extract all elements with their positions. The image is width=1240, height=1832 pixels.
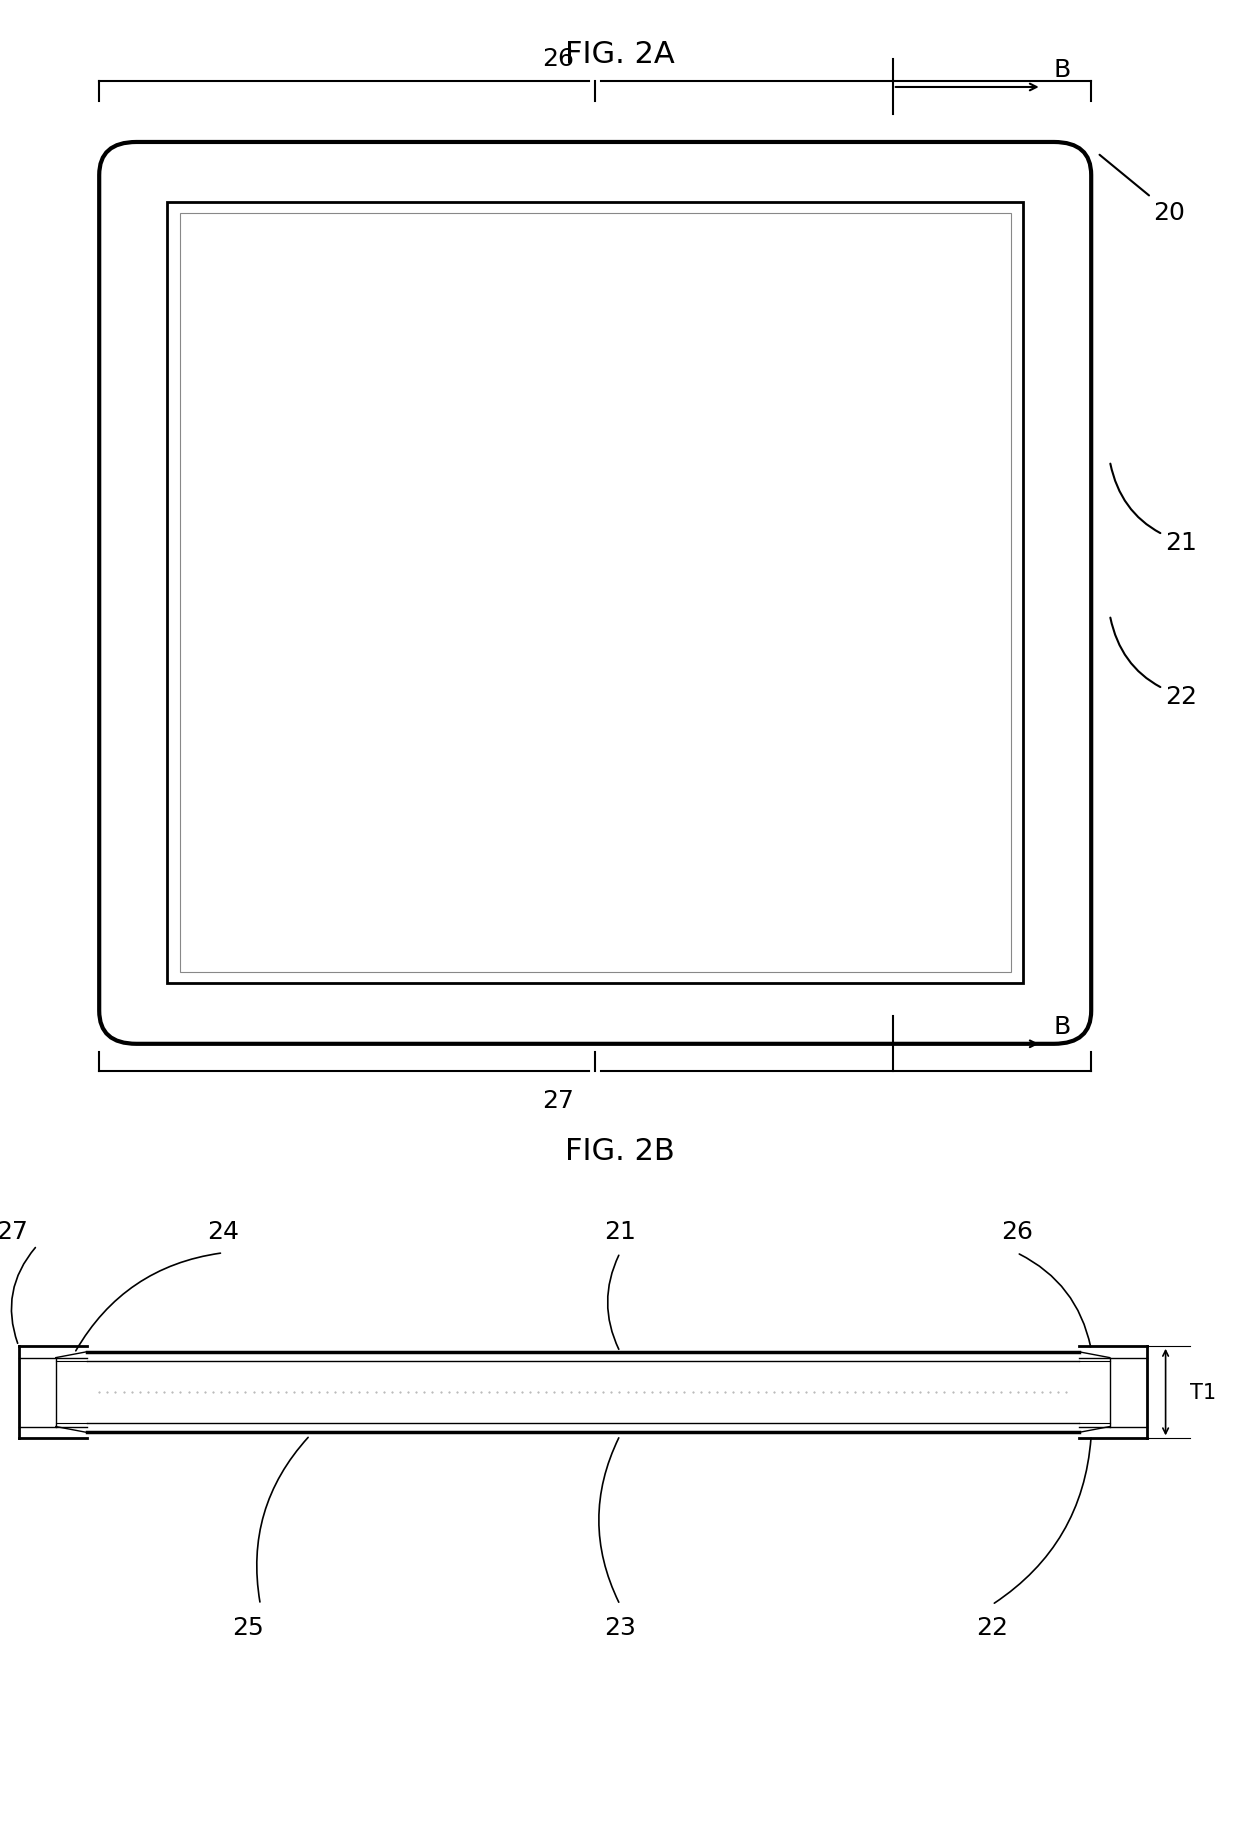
Text: 25: 25 bbox=[232, 1614, 264, 1640]
Text: 26: 26 bbox=[1001, 1218, 1033, 1244]
Text: FIG. 2B: FIG. 2B bbox=[565, 1136, 675, 1165]
Text: T1: T1 bbox=[1190, 1383, 1216, 1401]
Text: FIG. 2A: FIG. 2A bbox=[565, 40, 675, 70]
Text: 26: 26 bbox=[542, 48, 574, 71]
Text: 22: 22 bbox=[1110, 617, 1198, 709]
Text: 24: 24 bbox=[207, 1218, 239, 1244]
Text: 27: 27 bbox=[0, 1218, 29, 1244]
Text: B: B bbox=[1054, 59, 1071, 82]
Bar bbox=[167, 203, 1023, 984]
Bar bbox=[180, 214, 1011, 973]
Text: 23: 23 bbox=[604, 1614, 636, 1640]
Text: 21: 21 bbox=[1110, 463, 1198, 555]
Text: 20: 20 bbox=[1100, 156, 1185, 225]
Text: 27: 27 bbox=[542, 1088, 574, 1112]
Text: 21: 21 bbox=[604, 1218, 636, 1244]
Text: 22: 22 bbox=[976, 1614, 1008, 1640]
Text: B: B bbox=[1054, 1015, 1071, 1039]
FancyBboxPatch shape bbox=[99, 143, 1091, 1044]
